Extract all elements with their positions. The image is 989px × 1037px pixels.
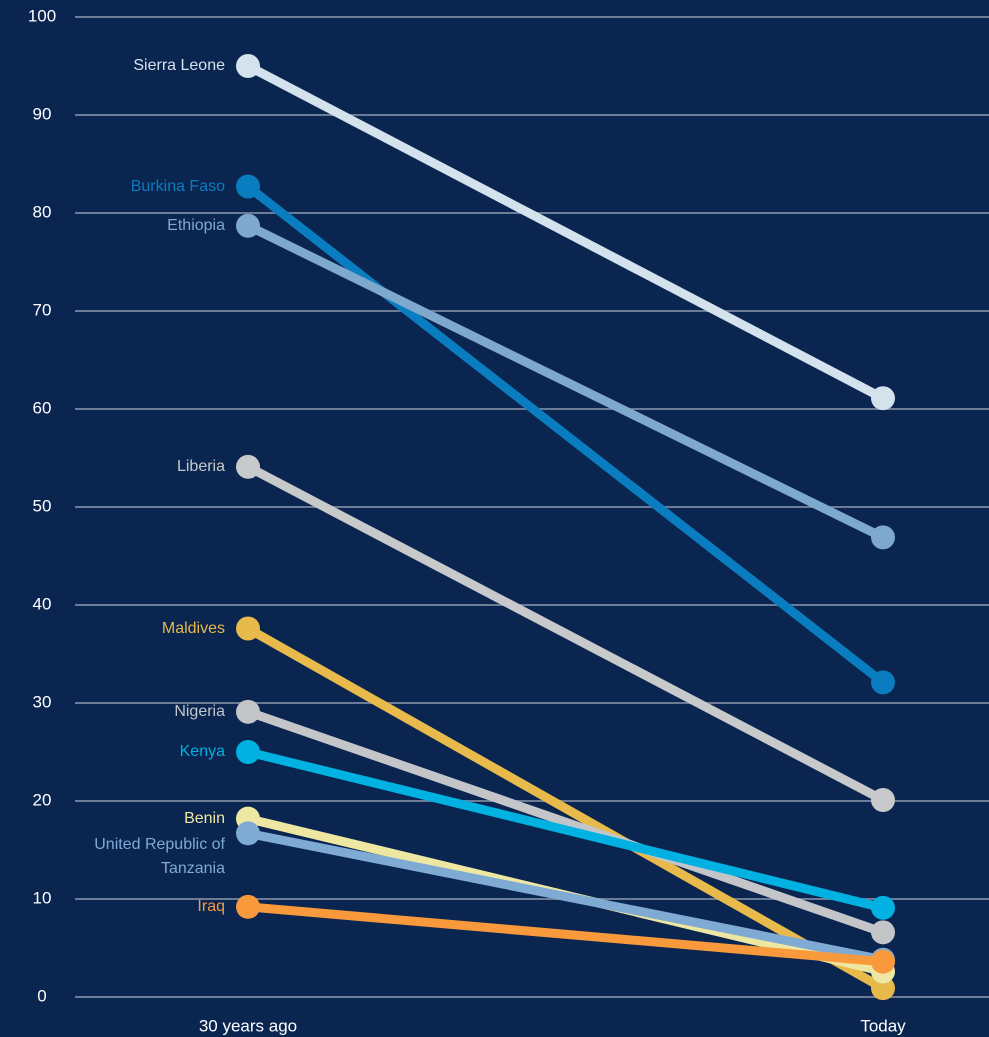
point [871,788,895,813]
y-tick-label: 100 [28,6,56,25]
slope-line [246,707,885,937]
point [871,949,895,974]
series-label: Ethiopia [167,216,225,234]
series [236,616,895,1001]
series-label: Benin [184,809,225,827]
point [236,54,260,78]
series-label: Kenya [179,743,225,760]
point [236,699,260,724]
series [236,454,895,813]
slope-line [246,747,885,913]
slope-line [245,62,886,403]
point [871,920,895,945]
x-tick-label: Today [860,1016,906,1035]
point [236,894,260,919]
series-label: Burkina Faso [130,177,225,195]
y-tick-label: 0 [37,986,46,1005]
y-tick-label: 60 [33,398,52,417]
series-label: United Republic of Tanzania [94,835,225,877]
point [236,174,260,199]
y-tick-label: 40 [33,594,52,613]
point [236,616,260,641]
y-tick-label: 70 [33,300,52,319]
point [871,386,895,411]
point [236,213,260,238]
y-tick-label: 50 [33,496,52,515]
series-label: Iraq [197,897,225,915]
point [871,670,895,695]
point [871,525,895,550]
series-label: Sierra Leone [133,57,225,74]
series [236,174,895,695]
series-label: Liberia [176,457,225,475]
slope-line [245,462,886,805]
series-label: Nigeria [174,702,225,720]
series [236,213,895,550]
series [236,740,895,920]
slope-line [246,221,885,542]
y-tick-label: 90 [33,104,52,123]
series [236,699,895,945]
slope-line [245,624,886,993]
series [236,894,895,974]
slope-line [247,902,884,967]
series [236,54,895,411]
series-label: Maldives [161,619,225,637]
point [871,895,895,920]
point [236,821,260,846]
y-tick-label: 30 [33,692,52,711]
slope-line [245,182,886,686]
point [236,454,260,479]
y-tick-label: 10 [33,888,52,907]
x-tick-label: 30 years ago [199,1016,297,1035]
y-tick-label: 20 [33,790,52,809]
point [236,740,260,764]
point [871,976,895,1001]
slope-line [247,828,884,965]
y-tick-label: 80 [33,202,52,221]
